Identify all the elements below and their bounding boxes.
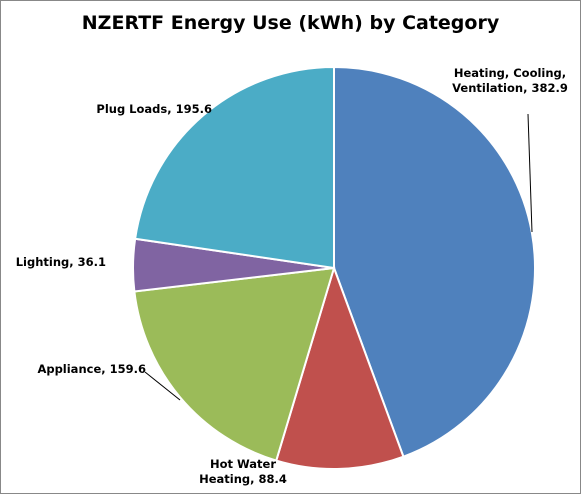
pie-slice bbox=[333, 65, 536, 458]
pie-slice bbox=[134, 65, 335, 270]
pie bbox=[132, 65, 536, 470]
leader-line bbox=[144, 371, 181, 401]
pie-slice bbox=[133, 266, 336, 462]
data-label: Heating, Cooling, Ventilation, 382.9 bbox=[452, 66, 568, 95]
data-label: Hot Water Heating, 88.4 bbox=[199, 457, 287, 486]
chart-title: NZERTF Energy Use (kWh) by Category bbox=[81, 12, 500, 34]
data-label: Appliance, 159.6 bbox=[37, 362, 146, 376]
leader-line bbox=[527, 113, 533, 233]
pie-slice bbox=[275, 264, 405, 470]
data-label: Plug Loads, 195.6 bbox=[96, 102, 212, 116]
data-label: Lighting, 36.1 bbox=[15, 255, 106, 269]
